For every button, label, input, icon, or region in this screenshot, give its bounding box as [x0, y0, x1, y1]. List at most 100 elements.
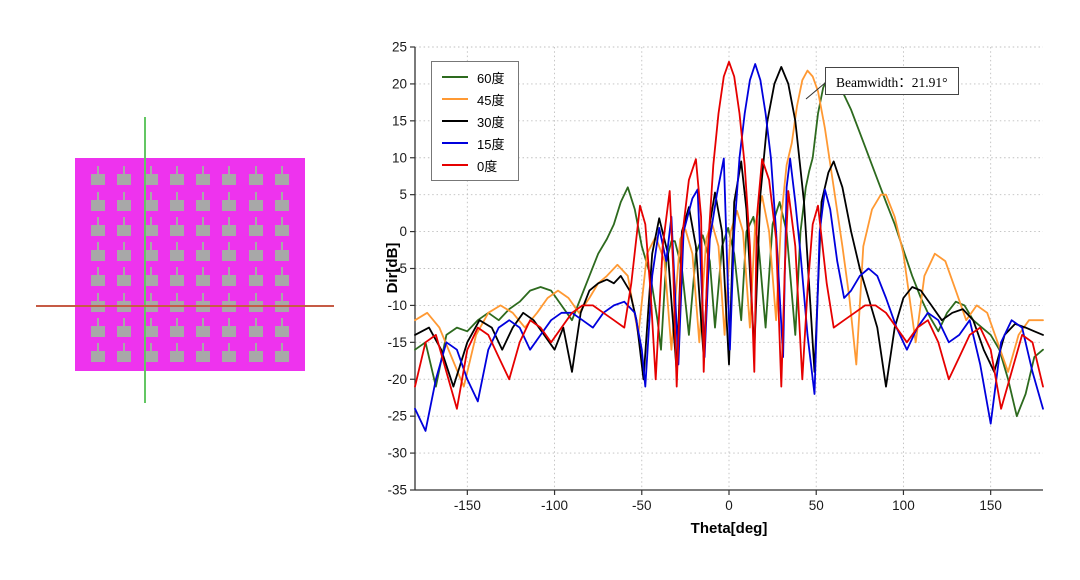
patch-square	[248, 199, 263, 211]
patch-square	[222, 250, 237, 261]
patch-element	[138, 338, 164, 363]
patch-element	[85, 313, 111, 338]
patch-feed-stub	[97, 191, 100, 200]
patch-square	[169, 275, 184, 287]
annotation-leader-line	[805, 82, 826, 100]
patch-feed-stub	[280, 242, 283, 250]
patch-square	[274, 351, 289, 362]
patch-feed-stub	[97, 267, 100, 276]
patch-square	[196, 224, 211, 236]
series-curve-45度	[414, 69, 1044, 388]
patch-feed-stub	[280, 292, 283, 301]
series-curve-0度	[414, 60, 1044, 410]
patch-element	[85, 287, 111, 312]
patch-feed-stub	[228, 216, 231, 225]
patch-square	[222, 224, 237, 236]
y-tick-label: 25	[392, 40, 407, 55]
patch-square	[143, 351, 158, 362]
patch-square	[248, 174, 263, 186]
y-tick-label: 5	[399, 187, 407, 202]
legend-swatch	[442, 98, 468, 100]
patch-element	[216, 338, 242, 363]
patch-element	[111, 338, 137, 363]
patch-feed-stub	[228, 242, 231, 250]
patch-feed-stub	[254, 242, 257, 250]
patch-square	[91, 224, 106, 236]
patch-square	[196, 325, 211, 337]
patch-square	[196, 275, 211, 287]
patch-square	[222, 325, 237, 337]
patch-element	[85, 186, 111, 211]
patch-square	[143, 325, 158, 337]
patch-element	[190, 161, 216, 186]
legend-item-45度: 45度	[442, 91, 505, 108]
patch-square	[91, 351, 106, 362]
patch-feed-stub	[254, 166, 257, 175]
patch-element	[190, 287, 216, 312]
patch-element	[216, 287, 242, 312]
legend-swatch	[442, 76, 468, 78]
patch-feed-stub	[149, 343, 152, 351]
patch-feed-stub	[228, 267, 231, 276]
patch-feed-stub	[97, 166, 100, 175]
patch-feed-stub	[202, 343, 205, 351]
patch-element	[164, 212, 190, 237]
patch-square	[222, 275, 237, 287]
patch-square	[222, 174, 237, 186]
legend-item-60度: 60度	[442, 69, 505, 86]
patch-square	[143, 224, 158, 236]
patch-array	[85, 161, 295, 363]
patch-element	[269, 313, 295, 338]
patch-feed-stub	[175, 292, 178, 301]
patch-square	[91, 325, 106, 337]
patch-element	[164, 161, 190, 186]
patch-feed-stub	[175, 343, 178, 351]
patch-square	[274, 224, 289, 236]
patch-feed-stub	[97, 343, 100, 351]
legend-label: 15度	[477, 136, 505, 152]
patch-square	[222, 199, 237, 211]
radiation-pattern-chart: Dir[dB] Theta[deg] -150 -100 -50 0 50 100 150 2…	[385, 25, 1075, 570]
patch-square	[91, 250, 106, 261]
patch-element	[243, 287, 269, 312]
patch-element	[269, 212, 295, 237]
patch-square	[117, 275, 132, 287]
patch-feed-stub	[202, 166, 205, 175]
patch-element	[269, 237, 295, 262]
patch-square	[117, 174, 132, 186]
y-tick-label: -20	[387, 372, 407, 387]
patch-square	[274, 325, 289, 337]
x-axis-title: Theta[deg]	[691, 520, 768, 537]
patch-square	[274, 199, 289, 211]
legend-label: 60度	[477, 70, 505, 86]
patch-element	[190, 313, 216, 338]
patch-feed-stub	[175, 216, 178, 225]
patch-element	[138, 161, 164, 186]
patch-element	[216, 186, 242, 211]
patch-square	[91, 275, 106, 287]
patch-element	[138, 237, 164, 262]
patch-square	[248, 250, 263, 261]
patch-feed-stub	[228, 191, 231, 200]
patch-element	[164, 338, 190, 363]
patch-element	[216, 262, 242, 287]
patch-element	[138, 313, 164, 338]
patch-feed-stub	[149, 292, 152, 301]
series-curve-30度	[414, 66, 1044, 388]
patch-square	[169, 224, 184, 236]
patch-feed-stub	[123, 267, 126, 276]
patch-feed-stub	[123, 292, 126, 301]
patch-element	[138, 212, 164, 237]
y-tick-label: 0	[399, 224, 407, 239]
patch-element	[243, 338, 269, 363]
patch-square	[117, 224, 132, 236]
chart-plot-area: Dir[dB] Theta[deg] -150 -100 -50 0 50 100 1502…	[385, 40, 1044, 537]
patch-square	[169, 325, 184, 337]
patch-feed-stub	[149, 191, 152, 200]
legend-label: 45度	[477, 92, 505, 108]
patch-element	[164, 262, 190, 287]
patch-feed-stub	[149, 267, 152, 276]
patch-feed-stub	[97, 242, 100, 250]
beamwidth-annotation: Beamwidth：21.91°	[825, 67, 959, 95]
patch-square	[274, 275, 289, 287]
